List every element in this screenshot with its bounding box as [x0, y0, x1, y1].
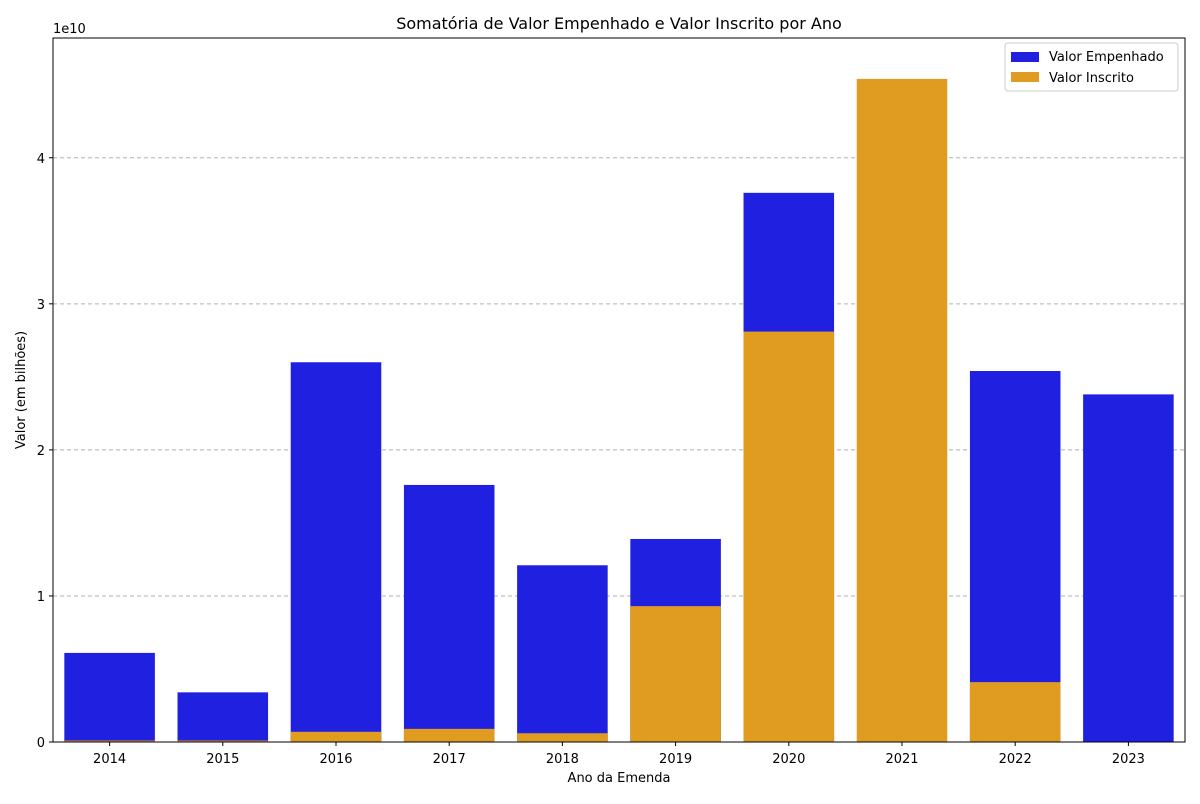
- legend-frame: [1004, 42, 1179, 92]
- bar-valor-inscrito-2017: [403, 728, 495, 742]
- y-tick-label-3: 3: [37, 298, 45, 313]
- bar-valor-inscrito-2021: [856, 78, 948, 743]
- legend-swatch-valor-empenhado: [1011, 52, 1039, 62]
- y-tick-label-0: 0: [37, 736, 45, 751]
- y-scale-label: 1e10: [53, 22, 86, 37]
- x-tick-label-2019: 2019: [659, 752, 692, 767]
- x-tick-label-2023: 2023: [1112, 752, 1145, 767]
- bars: [64, 78, 1174, 743]
- bar-valor-empenhado-2018: [517, 565, 608, 742]
- x-tick-label-2020: 2020: [772, 752, 805, 767]
- x-tick-label-2022: 2022: [999, 752, 1032, 767]
- legend: Valor Empenhado Valor Inscrito: [1004, 42, 1179, 92]
- bar-valor-inscrito-2015: [177, 740, 269, 742]
- x-axis-label: Ano da Emenda: [568, 771, 671, 786]
- bar-valor-inscrito-2019: [630, 606, 721, 742]
- bar-valor-inscrito-2022: [969, 682, 1061, 742]
- bar-valor-empenhado-2023: [1083, 394, 1174, 742]
- x-tick-label-2018: 2018: [546, 752, 579, 767]
- y-tick-label-2: 2: [37, 444, 45, 459]
- bar-valor-empenhado-2015: [177, 692, 269, 742]
- x-tick-label-2021: 2021: [885, 752, 918, 767]
- y-tick-label-4: 4: [37, 152, 45, 167]
- plot-area-frame: [52, 37, 1186, 743]
- bar-valor-inscrito-2016: [290, 731, 382, 742]
- chart-title: Somatória de Valor Empenhado e Valor Ins…: [396, 14, 842, 33]
- y-axis: 0 1 2 3 4: [37, 152, 53, 751]
- bar-valor-inscrito-2018: [517, 733, 608, 742]
- x-tick-label-2015: 2015: [206, 752, 239, 767]
- bar-valor-empenhado-2017: [403, 484, 495, 742]
- x-axis: 2014 2015 2016 2017 2018 2019 2020 2021 2022 2023: [93, 742, 1145, 767]
- legend-label-valor-empenhado: Valor Empenhado: [1049, 50, 1164, 65]
- bar-valor-empenhado-2014: [64, 652, 155, 742]
- x-tick-label-2017: 2017: [433, 752, 466, 767]
- legend-swatch-valor-inscrito: [1011, 72, 1039, 82]
- legend-label-valor-inscrito: Valor Inscrito: [1049, 71, 1134, 86]
- bar-valor-inscrito-2020: [743, 331, 835, 742]
- x-tick-label-2014: 2014: [93, 752, 126, 767]
- bar-valor-empenhado-2022: [969, 371, 1061, 742]
- y-axis-label: Valor (em bilhões): [14, 331, 29, 449]
- y-tick-label-1: 1: [37, 590, 45, 605]
- x-tick-label-2016: 2016: [319, 752, 352, 767]
- bar-valor-empenhado-2016: [290, 362, 382, 742]
- bar-valor-inscrito-2014: [64, 740, 155, 742]
